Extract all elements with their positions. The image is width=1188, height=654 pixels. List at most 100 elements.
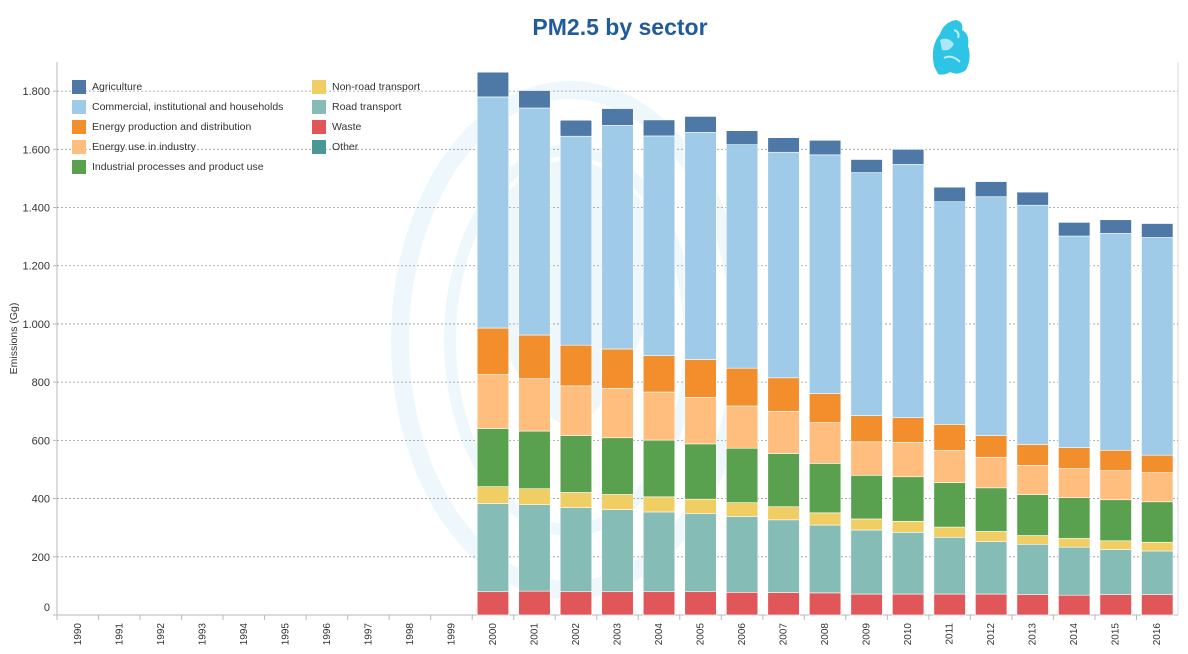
legend-label: Commercial, institutional and households: [92, 101, 284, 113]
bar-segment: [725, 447, 759, 503]
bar-segment: [809, 154, 842, 394]
legend-swatch: [72, 80, 86, 94]
bar-segment: [725, 591, 759, 616]
bar-segment: [518, 488, 551, 505]
bar-segment: [725, 405, 759, 449]
bar-segment: [1099, 449, 1132, 471]
bar-segment: [933, 482, 966, 528]
legend-swatch: [312, 120, 326, 134]
bar-segment: [684, 498, 717, 515]
bar-segment: [933, 186, 966, 203]
x-tick-label: 2016: [1152, 623, 1163, 646]
legend-swatch: [72, 140, 86, 154]
bar-segment: [809, 139, 842, 156]
bar-segment: [975, 593, 1008, 616]
legend-item: Road transport: [312, 100, 401, 114]
bar-segment: [642, 591, 676, 616]
bar-segment: [684, 396, 717, 445]
bar-segment: [476, 591, 510, 616]
bar-segment: [518, 378, 551, 432]
y-tick-label: 0: [44, 602, 50, 614]
bar-segment: [476, 71, 510, 98]
bar-segment: [1099, 470, 1132, 501]
legend-label: Energy production and distribution: [92, 121, 252, 133]
legend-item: Commercial, institutional and households: [72, 100, 283, 114]
bar-segment: [476, 486, 510, 504]
bar-segment: [725, 502, 759, 517]
x-tick-label: 1993: [197, 623, 208, 646]
bar-segment: [809, 592, 842, 616]
bar-segment: [642, 355, 676, 393]
x-tick-label: 2008: [820, 623, 831, 646]
x-tick-label: 1996: [322, 623, 333, 646]
bar-segment: [518, 430, 551, 489]
bar-segment: [1141, 472, 1174, 503]
x-tick-label: 2014: [1069, 623, 1080, 646]
bar-segment: [1141, 223, 1174, 238]
bar-segment: [1058, 222, 1091, 237]
bar-segment: [559, 119, 593, 137]
legend-item: Waste: [312, 120, 361, 134]
x-tick-label: 2003: [613, 623, 624, 646]
x-tick-label: 1991: [114, 623, 125, 646]
legend-swatch: [312, 140, 326, 154]
bar-segment: [1099, 219, 1132, 234]
bar-segment: [1016, 594, 1049, 616]
legend-label: Waste: [332, 121, 362, 133]
x-tick-label: 2012: [986, 623, 997, 646]
bar-segment: [767, 506, 800, 521]
legend-label: Non-road transport: [332, 81, 421, 93]
x-tick-label: 2009: [862, 623, 873, 646]
bar-segment: [642, 391, 676, 441]
bar-segment: [1058, 447, 1091, 469]
legend-item: Energy use in industry: [72, 140, 196, 154]
bar-segment: [933, 201, 966, 425]
bar-segment: [1016, 494, 1049, 536]
bar-segment: [975, 531, 1008, 542]
bar-segment: [933, 526, 966, 538]
x-tick-label: 2015: [1111, 623, 1122, 646]
bar-segment: [809, 463, 842, 514]
bar-segment: [892, 593, 925, 616]
bar-segment: [1058, 497, 1091, 539]
bar-segment: [1099, 233, 1132, 451]
bar-segment: [1016, 444, 1049, 466]
bar-segment: [518, 107, 551, 336]
bar-segment: [1058, 594, 1091, 616]
chart-title: PM2.5 by sector: [532, 14, 708, 40]
y-tick-label: 600: [32, 435, 50, 447]
bar-segment: [518, 504, 551, 592]
legend-item: Other: [312, 140, 358, 154]
legend-label: Road transport: [332, 101, 402, 113]
x-tick-label: 2007: [779, 623, 790, 646]
bar-segment: [1016, 543, 1049, 595]
legend-label: Agriculture: [92, 81, 143, 93]
bar-segment: [1099, 549, 1132, 595]
bar-segment: [975, 435, 1008, 458]
bar-segment: [933, 424, 966, 451]
legend-swatch: [72, 100, 86, 114]
y-axis-label: Emissions (Gg): [8, 303, 20, 375]
legend-label: Energy use in industry: [92, 141, 196, 153]
bar-segment: [892, 442, 925, 478]
y-tick-label: 800: [32, 377, 50, 389]
y-tick-label: 1.400: [22, 203, 50, 215]
x-tick-label: 1994: [239, 623, 250, 646]
bar-segment: [601, 591, 634, 616]
bar-segment: [642, 119, 676, 137]
bar-segment: [476, 96, 510, 329]
bar-segment: [725, 367, 759, 407]
x-tick-label: 2001: [529, 623, 540, 646]
x-tick-label: 1999: [446, 623, 457, 646]
x-tick-label: 2013: [1028, 623, 1039, 646]
bar-segment: [559, 492, 593, 508]
x-tick-label: 2010: [903, 623, 914, 646]
bar-segment: [476, 374, 510, 429]
bar-segment: [684, 132, 717, 360]
bar-segment: [601, 509, 634, 593]
bar-segment: [518, 334, 551, 379]
bar-segment: [601, 108, 634, 126]
bar-segment: [809, 422, 842, 464]
legend-swatch: [72, 120, 86, 134]
